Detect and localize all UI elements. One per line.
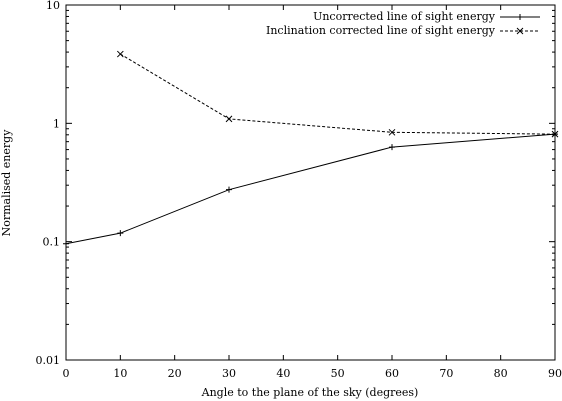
data-point-marker [226, 186, 232, 193]
y-tick-label: 10 [46, 0, 60, 12]
data-point-marker [225, 115, 233, 123]
y-tick-label: 0.1 [43, 236, 61, 249]
data-point-marker [63, 240, 69, 247]
data-point-marker [116, 50, 124, 58]
y-axis-label: Normalised energy [0, 129, 13, 237]
data-point-marker [389, 144, 395, 151]
plot-frame [65, 4, 556, 361]
x-tick-label: 90 [548, 367, 562, 380]
y-axis: 0.01 0.1 1 10 [36, 0, 555, 367]
x-axis: 0 10 20 30 40 50 60 70 80 90 [63, 5, 562, 380]
data-point-marker [551, 130, 559, 138]
legend: Uncorrected line of sight energy Inclina… [266, 10, 540, 37]
legend-label-uncorrected: Uncorrected line of sight energy [313, 10, 496, 23]
x-tick-label: 0 [63, 367, 70, 380]
y-tick-label: 0.01 [36, 354, 61, 367]
legend-marker-corrected [516, 27, 524, 35]
x-tick-label: 70 [439, 367, 453, 380]
data-point-marker [117, 230, 124, 237]
series-layer [63, 50, 559, 247]
x-axis-label: Angle to the plane of the sky (degrees) [201, 386, 419, 399]
series-line-0 [65, 133, 556, 245]
x-tick-label: 40 [276, 367, 290, 380]
series-line-1 [120, 53, 556, 135]
x-tick-label: 10 [113, 367, 127, 380]
x-tick-label: 60 [385, 367, 399, 380]
x-tick-label: 30 [222, 367, 236, 380]
x-tick-label: 50 [331, 367, 345, 380]
legend-marker-uncorrected [517, 14, 523, 20]
data-point-marker [388, 128, 396, 136]
legend-label-corrected: Inclination corrected line of sight ener… [266, 24, 496, 37]
y-tick-label: 1 [53, 117, 60, 130]
x-tick-label: 80 [494, 367, 508, 380]
x-tick-label: 20 [168, 367, 182, 380]
